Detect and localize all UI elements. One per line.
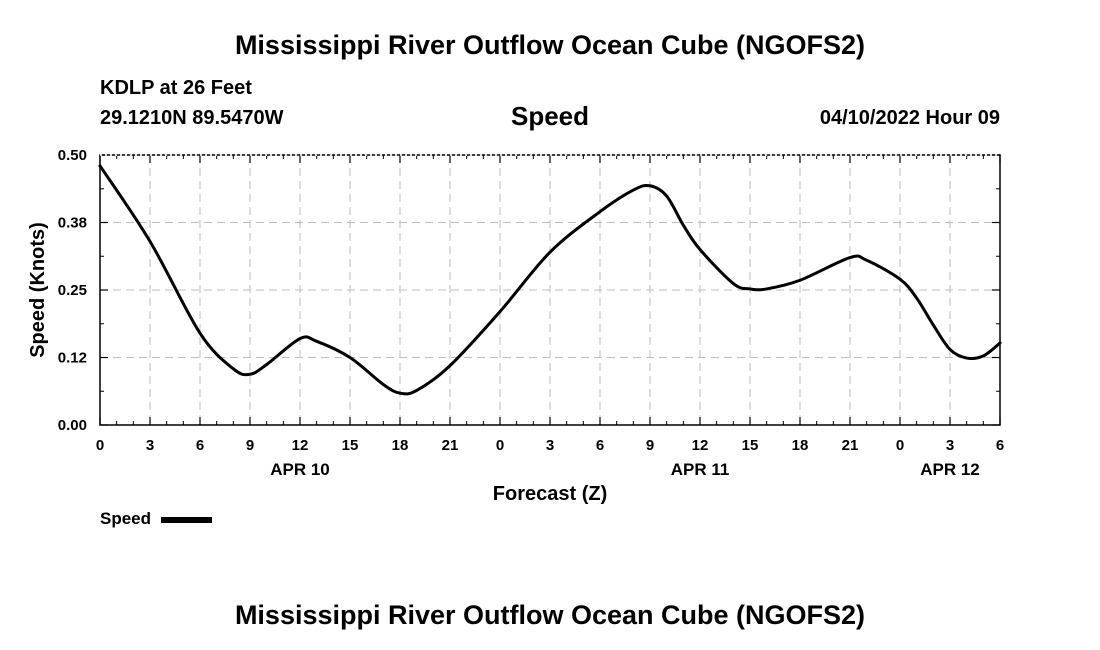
x-axis-title: Forecast (Z): [493, 483, 607, 505]
x-tick-label: 9: [246, 437, 254, 454]
x-tick-label: 3: [546, 437, 554, 454]
date-label: APR 12: [920, 460, 980, 479]
x-tick-label: 3: [946, 437, 954, 454]
x-tick-label: 3: [146, 437, 154, 454]
x-tick-label: 9: [646, 437, 654, 454]
x-tick-label: 0: [496, 437, 504, 454]
forecast-datetime: 04/10/2022 Hour 09: [819, 107, 1000, 129]
x-tick-label: 12: [292, 437, 309, 454]
station-label: KDLP at 26 Feet: [100, 77, 252, 99]
x-tick-label: 18: [392, 437, 409, 454]
footer-title: Mississippi River Outflow Ocean Cube (NG…: [234, 600, 866, 630]
x-tick-label: 15: [742, 437, 759, 454]
x-tick-label: 12: [692, 437, 709, 454]
y-axis-title: Speed (Knots): [27, 222, 49, 358]
date-label: APR 10: [270, 460, 330, 479]
y-tick-label: 0.50: [58, 147, 87, 164]
x-tick-label: 21: [842, 437, 859, 454]
station-coordinates: 29.1210N 89.5470W: [100, 107, 284, 129]
chart-subtitle: Speed: [510, 101, 590, 131]
x-tick-label: 6: [196, 437, 204, 454]
y-tick-label: 0.38: [58, 215, 87, 232]
axis-ticks: [99, 154, 1001, 426]
x-tick-label: 18: [792, 437, 809, 454]
x-tick-label: 6: [996, 437, 1004, 454]
x-tick-label: 0: [96, 437, 104, 454]
legend-label: Speed: [100, 509, 152, 528]
grid-lines: [100, 155, 1000, 425]
axis-labels: 0 3 6 9 12 15 18 21 0 3 6 9 12 15 18 21 0 3 6 0.00 0.12 0.25 0…: [27, 147, 1004, 505]
chart-title: Mississippi River Outflow Ocean Cube (NG…: [234, 30, 866, 60]
x-tick-label: 6: [596, 437, 604, 454]
speed-series-line: [98, 164, 1002, 396]
x-tick-label: 0: [896, 437, 904, 454]
x-tick-label: 21: [442, 437, 459, 454]
y-tick-label: 0.12: [58, 350, 87, 367]
date-label: APR 11: [671, 460, 730, 479]
y-tick-label: 0.00: [58, 417, 87, 434]
y-tick-label: 0.25: [58, 282, 87, 299]
x-tick-label: 15: [342, 437, 359, 454]
legend-swatch: [161, 517, 212, 523]
